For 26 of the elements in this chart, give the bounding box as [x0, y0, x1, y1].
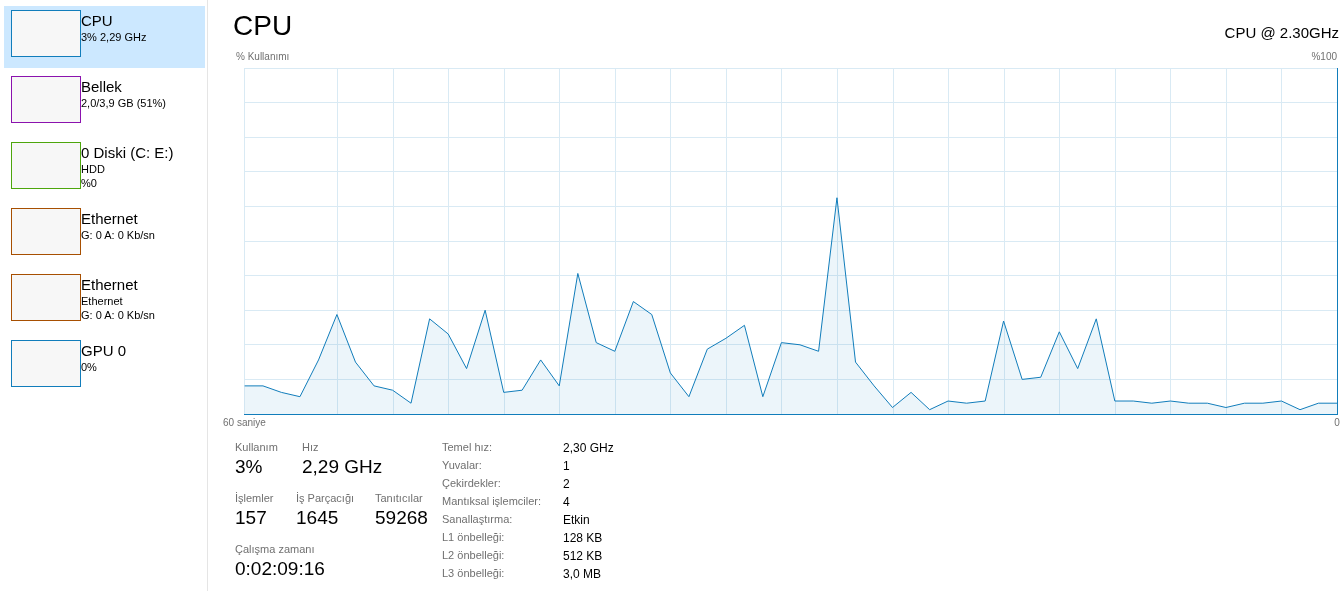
text: Çalışma zamanı 0:02:09:16: [235, 543, 325, 580]
text: L2 önbelleği: 512 KB: [442, 549, 603, 563]
text: Ethernet G: 0 A: 0 Kb/sn: [81, 210, 155, 242]
text: GPU 0 0%: [81, 342, 127, 374]
text: Ethernet Ethernet G: 0 A: 0 Kb/sn: [81, 276, 155, 322]
text: İş Parçacığı 1645: [296, 492, 355, 529]
text: 0 Diski (C: E:) HDD %0: [81, 144, 174, 190]
text: %100: [1311, 51, 1337, 62]
text: Kullanım 3%: [235, 441, 278, 478]
x-tick-label: 60 saniye: [223, 416, 267, 428]
x-tick-label: 0: [1334, 416, 1341, 428]
text: L3 önbelleği: 3,0 MB: [442, 567, 602, 581]
text: CPU 3% 2,29 GHz: [81, 12, 147, 44]
text: Temel hız: 2,30 GHz: [442, 441, 614, 455]
text: % Kullanımı: [236, 51, 290, 62]
text: İşlemler 157: [235, 492, 274, 529]
text: L1 önbelleği: 128 KB: [442, 531, 603, 545]
chart-title: CPU: [233, 10, 293, 42]
text: Hız 2,29 GHz: [302, 441, 383, 478]
text: Çekirdekler: 2: [442, 477, 570, 491]
text: Mantıksal işlemciler: 4: [442, 495, 570, 509]
text: Bellek 2,0/3,9 GB (51%): [81, 78, 166, 110]
text: Sanallaştırma: Etkin: [442, 513, 590, 527]
chart-subtitle: CPU @ 2.30GHz: [1224, 24, 1339, 41]
text: Tanıtıcılar 59268: [375, 492, 428, 529]
text: Yuvalar: 1: [442, 459, 570, 473]
